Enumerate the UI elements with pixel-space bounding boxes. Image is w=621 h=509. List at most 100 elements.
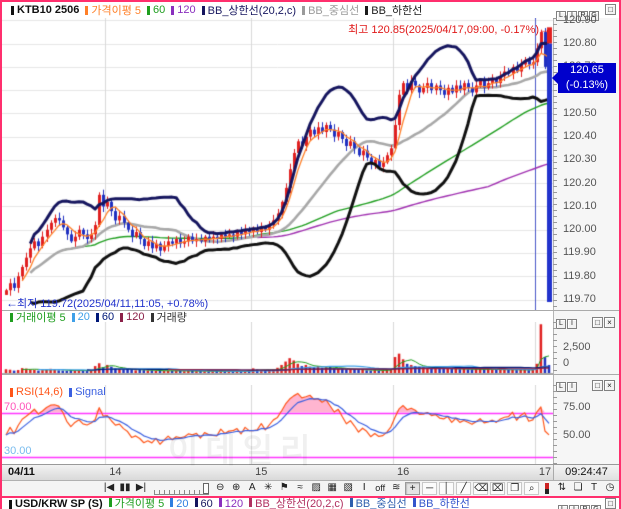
axis-button-l[interactable]: L (556, 319, 566, 329)
chart-line-button[interactable]: ≈ (297, 482, 303, 493)
price-axis-ticks (553, 18, 557, 310)
legend-bullet (302, 5, 306, 15)
date-label: 04/11 (8, 466, 35, 478)
axis-button-l[interactable]: L (558, 505, 568, 509)
symbol-label: USD/KRW SP (S) (15, 498, 103, 509)
legend-bullet (120, 312, 124, 322)
price-tick-label: 120.00 (563, 223, 597, 236)
crosshair-button[interactable]: + (405, 482, 421, 495)
axis-button-i[interactable]: I (567, 382, 577, 392)
off-button[interactable]: off (375, 483, 386, 493)
price-tick-label: 119.90 (563, 246, 596, 259)
volume-chart-canvas[interactable] (2, 322, 553, 374)
legend-bullet (108, 498, 112, 507)
chart-edit-button[interactable]: ▨ (311, 482, 321, 493)
time-axis: 04/11 14 15 16 17 09:24:47 (2, 464, 619, 481)
chart-header: KTB10 2506 가격이평 5 60 120 BB_상한선(20,2,c) BB_중… (2, 2, 619, 18)
axis-button-r[interactable]: R (578, 11, 588, 21)
price-tick-label: 120.50 (563, 106, 597, 119)
hline-button[interactable]: ─ (422, 482, 438, 495)
period-slider[interactable] (154, 482, 210, 495)
legend-bullet (10, 387, 13, 397)
flag-tool-button[interactable]: ⚑ (279, 482, 289, 493)
close-icon[interactable]: × (604, 317, 615, 328)
baseline-button[interactable]: Ⅰ (362, 482, 366, 493)
symbol-label: KTB10 2506 (17, 4, 80, 16)
sort-button[interactable]: ⇅ (557, 482, 567, 493)
erase-all-button[interactable]: ⌧ (490, 482, 506, 495)
axis-button-i[interactable]: I (569, 505, 579, 509)
arrow-left-icon: ← (6, 296, 18, 310)
legend-item: BB_중심선 (355, 498, 407, 509)
magnifier-button[interactable]: ⌕ (524, 482, 540, 495)
clock-button[interactable]: ◷ (605, 482, 615, 493)
legend-item: 거래량 (156, 312, 187, 324)
legend-bullet (365, 5, 369, 15)
legend-bullet (147, 5, 151, 15)
step-forward-button[interactable]: ▶| (135, 482, 147, 493)
pane-divider-volume (2, 310, 619, 322)
price-chart-canvas[interactable] (2, 18, 553, 310)
usdkrw-chart-window[interactable]: USD/KRW SP (S) 가격이평 5 20 60 120 BB_상한선(20,2,… (0, 498, 621, 509)
text-tool-button[interactable]: T (590, 482, 598, 493)
rsi-band-label: 70.00 (4, 400, 32, 413)
price-tick-label: 120.30 (563, 153, 597, 166)
font-button[interactable]: A (248, 482, 256, 493)
legend-item: 20 (176, 498, 189, 509)
legend-item: BB_상한선(20,2,c) (255, 498, 344, 509)
axis-button-i[interactable]: I (567, 11, 577, 21)
maximize-button[interactable]: □ (605, 498, 616, 509)
volume-legend: 거래이평 5 20 60 120 거래량 (4, 311, 187, 324)
legend-bullet (194, 498, 198, 507)
restore-icon[interactable]: □ (592, 317, 603, 328)
legend-bullet (10, 312, 13, 322)
price-tick-label: 120.10 (563, 199, 597, 212)
wave-button[interactable]: ≋ (391, 482, 401, 493)
maximize-button[interactable]: □ (605, 4, 616, 15)
slider-handle[interactable] (203, 482, 210, 494)
rsi-chart-canvas[interactable] (2, 385, 553, 464)
close-icon[interactable]: × (604, 380, 615, 391)
cascade-button[interactable]: ❐ (507, 482, 523, 495)
date-label: 15 (255, 466, 268, 478)
arrow-right-icon: → (539, 22, 551, 36)
legend-bullet (170, 498, 174, 507)
symbol-bullet (9, 500, 12, 509)
legend-bullet (150, 312, 154, 322)
axis-button-l[interactable]: L (556, 11, 566, 21)
zoom-in-button[interactable]: ⊕ (231, 482, 241, 493)
legend-bullet (249, 498, 253, 507)
volume-tick-label: 2,500 (563, 340, 591, 353)
settings-button[interactable]: ✳ (263, 482, 273, 493)
vline-button[interactable]: │ (439, 482, 455, 495)
chart-table-button[interactable]: ▦ (327, 482, 337, 493)
trendline-button[interactable]: ╱ (456, 482, 472, 495)
legend-item: 120 (177, 4, 196, 16)
price-tick-label: 119.80 (563, 269, 596, 282)
pause-button[interactable]: ▮▮ (119, 482, 131, 493)
legend-item: 60 (200, 498, 213, 509)
symbol-bullet (11, 5, 14, 15)
chart-area-button[interactable]: ▧ (343, 482, 353, 493)
erase-one-button[interactable]: ⌫ (473, 482, 489, 495)
candle-color-button[interactable] (545, 483, 549, 494)
zoom-out-button[interactable]: ⊖ (215, 482, 225, 493)
date-label: 17 (538, 466, 552, 478)
axis-button-g[interactable]: G (589, 11, 599, 21)
axis-button-r[interactable]: R (580, 505, 590, 509)
restore-icon[interactable]: □ (592, 380, 603, 391)
axis-button-i[interactable]: I (567, 319, 577, 329)
date-label: 14 (109, 466, 122, 478)
step-backward-button[interactable]: |◀ (103, 482, 115, 493)
axis-button-g[interactable]: G (591, 505, 601, 509)
axis-button-l[interactable]: L (556, 382, 566, 392)
fit-button[interactable]: ❏ (573, 482, 583, 493)
current-change: (-0.13%) (565, 79, 609, 92)
legend-item: 가격이평 5 (114, 498, 165, 509)
rsi-pane-window-buttons: □ × (591, 375, 615, 393)
